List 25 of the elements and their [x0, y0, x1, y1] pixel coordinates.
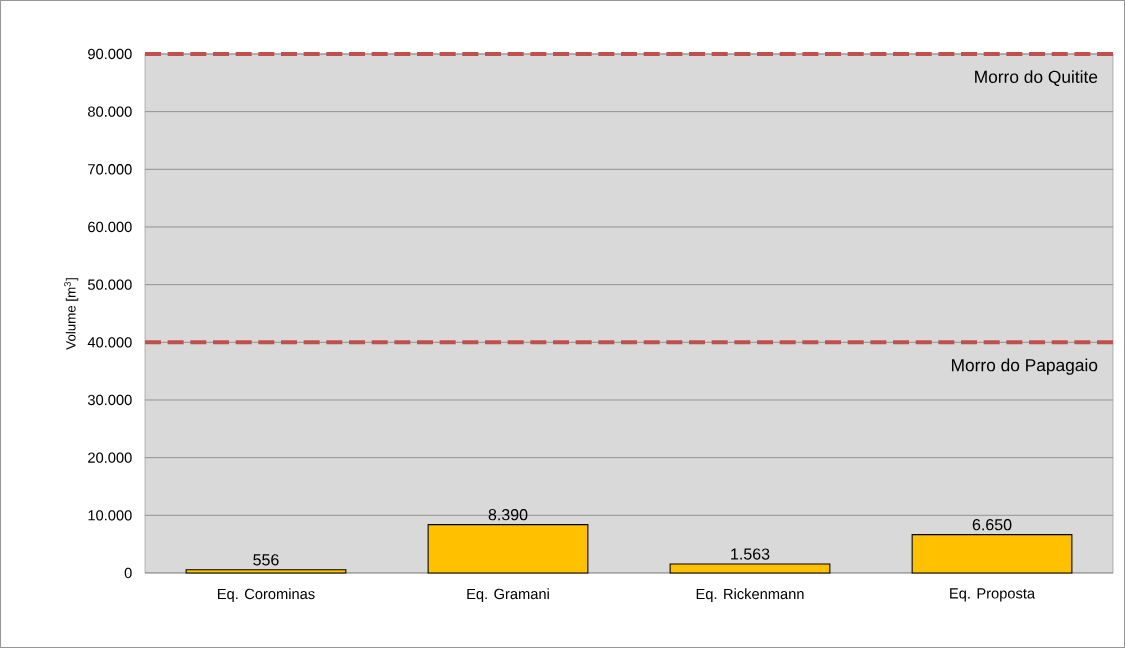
y-tick-label: 10.000: [88, 510, 132, 521]
ref-line-label: Morro do Papagaio: [951, 358, 1098, 375]
data-label: 6.650: [972, 519, 1012, 531]
x-tick-label: Eq. Proposta: [950, 588, 1036, 602]
y-tick-label: 30.000: [87, 394, 132, 406]
y-tick-label: 80.000: [88, 106, 132, 117]
y-tick-label: 20.000: [88, 452, 132, 463]
y-tick-label: 0: [124, 567, 132, 579]
y-tick-label: 50.000: [87, 279, 132, 290]
y-tick-label: 70.000: [88, 164, 132, 175]
x-tick-label: Eq. Gramani: [467, 588, 549, 603]
y-tick-label: 60.000: [88, 221, 132, 233]
x-tick-label: Eq. Rickenmann: [696, 588, 804, 603]
data-label: 1.563: [731, 548, 770, 560]
bar: [669, 563, 831, 574]
x-tick-label: Eq. Corominas: [218, 588, 315, 603]
y-axis-title: Volume [m$^{3}$]: [64, 278, 79, 350]
data-label: 556: [253, 554, 279, 566]
y-tick-label: 90.000: [88, 48, 132, 60]
ref-line-label: Morro do Quitite: [975, 70, 1098, 87]
bar: [427, 524, 589, 574]
y-tick-label: 40.000: [87, 337, 132, 348]
data-label: 8.390: [488, 509, 528, 521]
bar: [185, 569, 347, 574]
bar: [911, 534, 1073, 574]
